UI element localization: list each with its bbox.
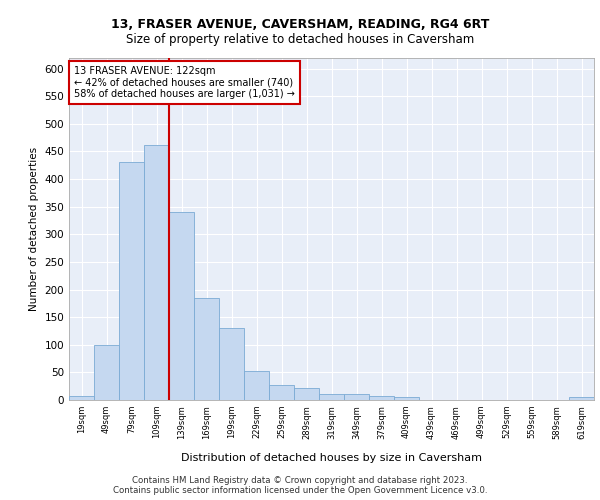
Bar (319, 394, 344, 400)
Bar (194, 298, 219, 400)
Bar (394, 397, 419, 400)
Bar (344, 394, 369, 400)
Bar (69, 396, 94, 400)
Bar (169, 212, 194, 400)
Text: 13, FRASER AVENUE, CAVERSHAM, READING, RG4 6RT: 13, FRASER AVENUE, CAVERSHAM, READING, R… (111, 18, 489, 30)
Text: Size of property relative to detached houses in Caversham: Size of property relative to detached ho… (126, 32, 474, 46)
X-axis label: Distribution of detached houses by size in Caversham: Distribution of detached houses by size … (181, 452, 482, 462)
Bar (119, 162, 144, 400)
Bar (219, 328, 244, 400)
Bar (269, 385, 294, 400)
Bar (369, 396, 394, 400)
Bar (144, 145, 169, 400)
Y-axis label: Number of detached properties: Number of detached properties (29, 146, 39, 311)
Bar (244, 372, 269, 400)
Bar (94, 345, 119, 400)
Bar (569, 397, 594, 400)
Text: 13 FRASER AVENUE: 122sqm
← 42% of detached houses are smaller (740)
58% of detac: 13 FRASER AVENUE: 122sqm ← 42% of detach… (74, 66, 295, 100)
Text: Contains HM Land Registry data © Crown copyright and database right 2023.
Contai: Contains HM Land Registry data © Crown c… (113, 476, 487, 495)
Bar (294, 388, 319, 400)
